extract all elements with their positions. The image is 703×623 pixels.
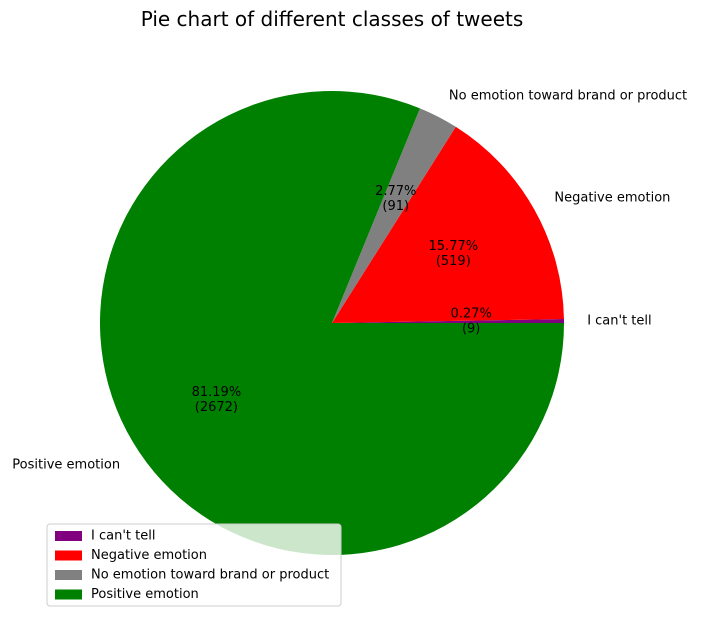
slice-count-no-emotion-toward-brand-or-product: (91) [382, 199, 409, 214]
slice-label-positive-emotion: Positive emotion [12, 458, 120, 473]
legend-swatch-positive-emotion [55, 589, 82, 600]
pie-slices [99, 91, 565, 555]
slice-percent-negative-emotion: 15.77% [429, 239, 479, 254]
slice-count-positive-emotion: (2672) [195, 400, 238, 415]
slice-percent-positive-emotion: 81.19% [192, 385, 242, 400]
legend-frame [46, 523, 342, 607]
pie-slice-negative-emotion [332, 126, 564, 323]
chart-title: Pie chart of different classes of tweets [141, 7, 524, 31]
slice-count-negative-emotion: (519) [436, 254, 471, 269]
legend-label-negative-emotion: Negative emotion [91, 548, 207, 563]
slice-labels: I can't tell Negative emotion No emotion t… [12, 89, 687, 473]
pie-slice-positive-emotion [99, 91, 565, 555]
legend-swatch-negative-emotion [55, 550, 82, 561]
slice-label-i-can-t-tell: I can't tell [587, 313, 651, 328]
legend-swatch-i-can-t-tell [55, 531, 82, 541]
slice-percent-i-can-t-tell: 0.27% [451, 306, 492, 321]
pie-slice-i-can-t-tell [332, 319, 564, 323]
slice-label-negative-emotion: Negative emotion [554, 190, 670, 205]
slice-percent-no-emotion-toward-brand-or-product: 2.77% [375, 184, 416, 199]
slice-value-labels: 0.27%(9) 15.77%(519) 2.77%(91) 81.19%(2672) [192, 184, 492, 415]
legend-swatch-no-emotion-toward-brand-or-product [55, 570, 82, 580]
pie-slice-no-emotion-toward-brand-or-product [332, 108, 456, 323]
legend-label-positive-emotion: Positive emotion [91, 587, 199, 602]
slice-count-i-can-t-tell: (9) [462, 321, 480, 336]
legend-label-i-can-t-tell: I can't tell [91, 529, 155, 544]
legend: I can't tell Negative emotion No emotion t… [46, 523, 342, 607]
legend-label-no-emotion-toward-brand-or-product: No emotion toward brand or product [91, 568, 329, 583]
slice-label-no-emotion-toward-brand-or-product: No emotion toward brand or product [449, 89, 687, 104]
